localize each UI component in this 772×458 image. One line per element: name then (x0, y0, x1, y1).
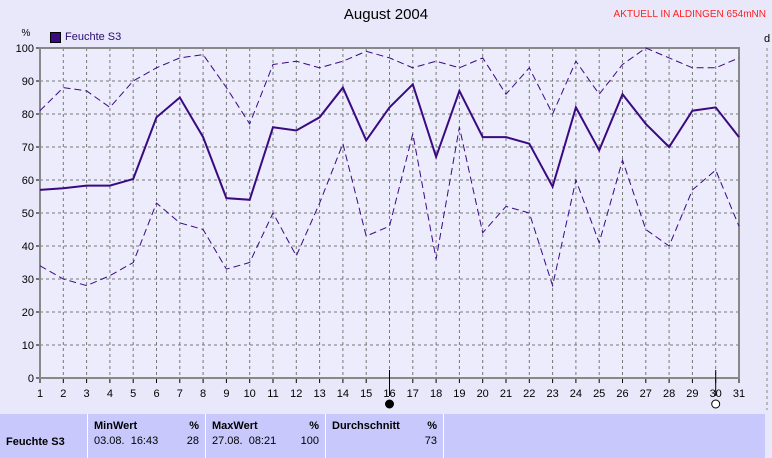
x-tick-label: 21 (500, 388, 512, 400)
x-tick-label: 31 (733, 388, 745, 400)
max-unit: % (309, 420, 319, 432)
right-axis-label: d (764, 33, 770, 45)
x-tick-label: 11 (267, 388, 278, 400)
y-tick-label: 50 (22, 208, 34, 220)
x-tick-label: 8 (200, 388, 206, 400)
y-tick-label: 60 (22, 175, 34, 187)
full-moon-icon (711, 399, 721, 409)
stats-table: Feuchte S3 MinWert% 03.08. 16:43 28 MaxWe… (0, 414, 765, 458)
y-tick-label: 40 (22, 241, 34, 253)
legend-swatch (50, 31, 61, 43)
avg-value: 73 (424, 435, 437, 447)
y-axis-label: % (22, 28, 31, 39)
x-tick-label: 3 (84, 388, 90, 400)
min-time: 03.08. 16:43 (94, 435, 159, 447)
avg-cell: Durchschnitt% 73 (326, 414, 444, 458)
x-tick-label: 24 (570, 388, 582, 400)
x-tick-label: 14 (337, 388, 349, 400)
max-value: 100 (300, 435, 319, 447)
x-tick-label: 9 (223, 388, 229, 400)
x-tick-label: 13 (313, 388, 325, 400)
x-tick-label: 23 (546, 388, 558, 400)
x-tick-label: 5 (130, 388, 136, 400)
x-tick-label: 26 (616, 388, 628, 400)
x-tick-label: 17 (407, 388, 419, 400)
x-tick-label: 12 (290, 388, 302, 400)
stats-empty (444, 414, 765, 458)
y-tick-label: 90 (22, 76, 34, 88)
x-tick-label: 27 (640, 388, 652, 400)
x-tick-label: 7 (177, 388, 183, 400)
y-tick-label: 30 (22, 274, 34, 286)
chart-title: August 2004 (343, 6, 429, 23)
y-tick-label: 100 (16, 43, 34, 55)
series-line-feuchte-s3 (39, 82, 740, 201)
min-value: 28 (186, 435, 199, 447)
y-tick-label: 20 (22, 307, 34, 319)
y-tick-label: 70 (22, 142, 34, 154)
max-header: MaxWert (212, 420, 258, 432)
min-unit: % (189, 420, 199, 432)
x-tick-label: 25 (593, 388, 605, 400)
x-tick-label: 22 (523, 388, 535, 400)
y-tick-label: 80 (22, 109, 34, 121)
legend-label: Feuchte S3 (65, 31, 122, 43)
x-tick-label: 29 (686, 388, 698, 400)
min-header: MinWert (94, 420, 138, 432)
max-time: 27.08. 08:21 (212, 435, 277, 447)
x-tick-label: 1 (37, 388, 43, 400)
y-tick-label: 0 (28, 373, 34, 385)
y-tick-label: 10 (22, 340, 34, 352)
x-tick-label: 6 (153, 388, 159, 400)
x-tick-label: 4 (107, 388, 113, 400)
x-tick-label: 28 (663, 388, 675, 400)
x-tick-label: 10 (244, 388, 256, 400)
x-tick-label: 2 (60, 388, 66, 400)
avg-header: Durchschnitt (332, 420, 400, 432)
series-line-max (39, 47, 740, 125)
station-label: AKTUELL IN ALDINGEN 654mNN (613, 9, 766, 20)
series-line-min (39, 127, 740, 288)
x-tick-label: 15 (360, 388, 372, 400)
x-tick-label: 18 (430, 388, 442, 400)
max-cell: MaxWert% 27.08. 08:21 100 (206, 414, 326, 458)
min-cell: MinWert% 03.08. 16:43 28 (88, 414, 206, 458)
avg-unit: % (427, 420, 437, 432)
new-moon-icon (385, 399, 394, 409)
stats-row-label: Feuchte S3 (0, 414, 88, 458)
x-tick-label: 19 (453, 388, 465, 400)
legend: Feuchte S3 (50, 31, 121, 43)
x-tick-label: 20 (477, 388, 489, 400)
